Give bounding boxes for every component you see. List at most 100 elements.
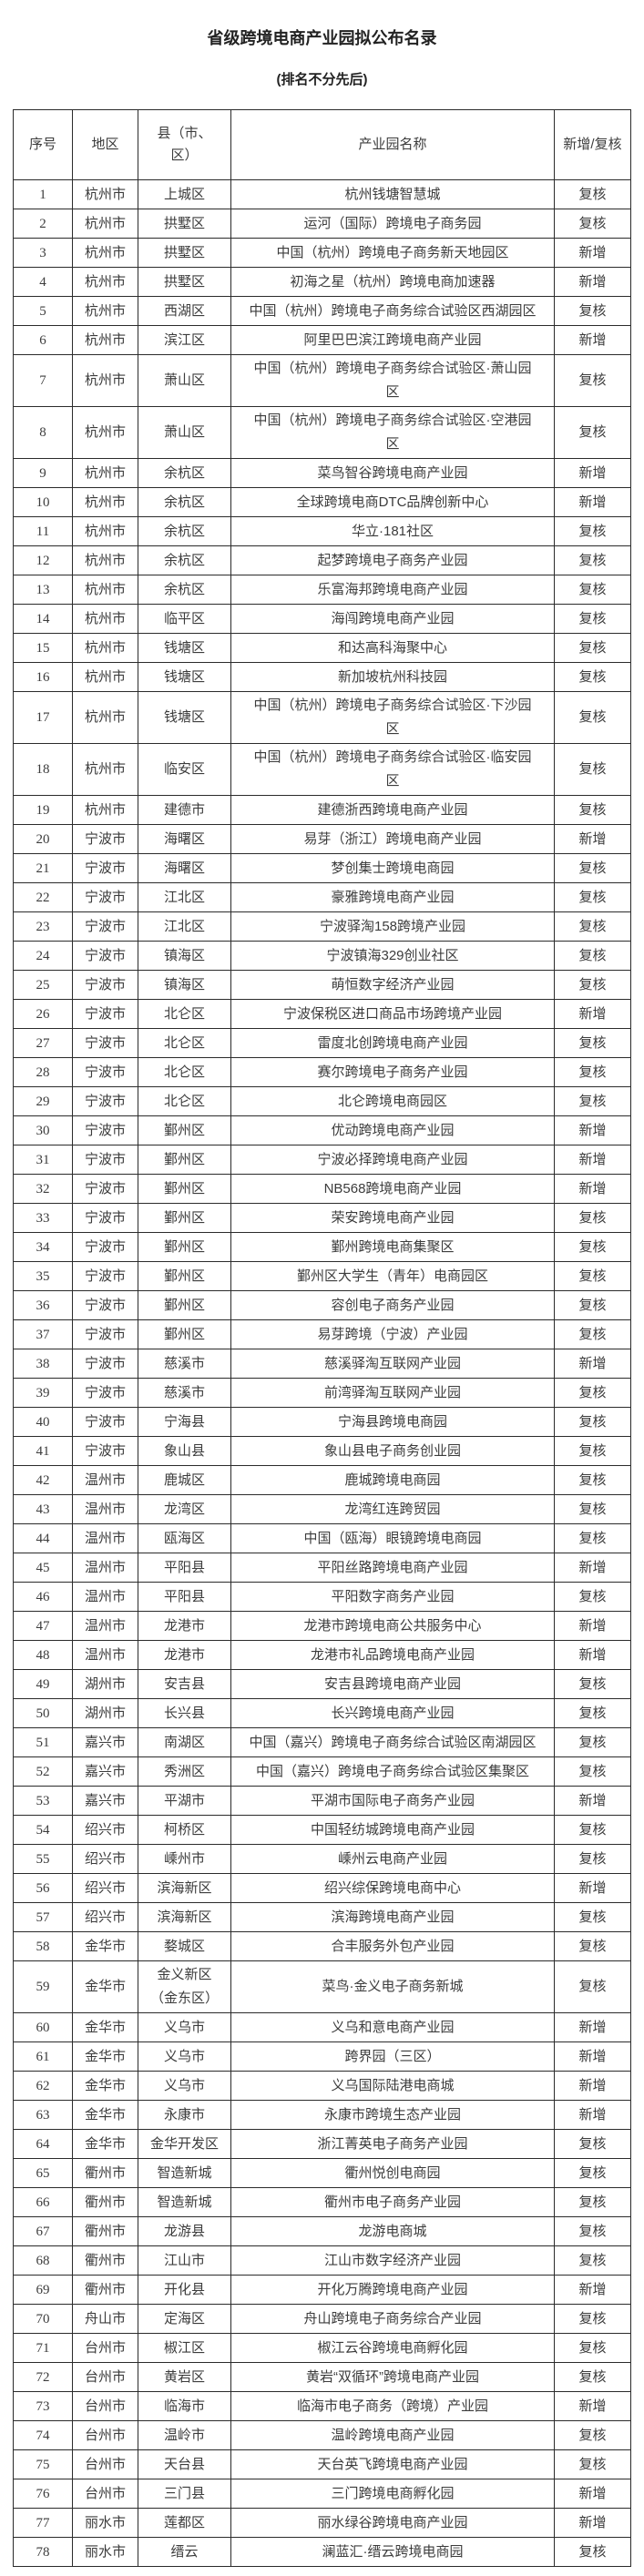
table-row: 17 杭州市 钱塘区 中国（杭州）跨境电子商务综合试验区·下沙园 区复核 (13, 691, 631, 744)
cell-no: 28 (13, 1057, 73, 1087)
cell-city: 杭州市 (72, 179, 138, 209)
table-row: 35 宁波市 鄞州区 鄞州区大学生（青年）电商园区 复核 (13, 1261, 631, 1291)
cell-status: 复核 (554, 545, 631, 575)
cell-county: 钱塘区 (138, 633, 231, 663)
cell-county: 临海市 (138, 2391, 231, 2421)
cell-status: 复核 (554, 1523, 631, 1553)
table-row: 41 宁波市 象山县 象山县电子商务创业园 复核 (13, 1436, 631, 1466)
cell-park: 绍兴综保跨境电商中心 (230, 1873, 555, 1903)
cell-county: 柯桥区 (138, 1815, 231, 1845)
cell-county: 龙游县 (138, 2216, 231, 2246)
cell-no: 1 (13, 179, 73, 209)
cell-status: 新增 (554, 2391, 631, 2421)
cell-status: 新增 (554, 1349, 631, 1379)
cell-park: 中国（嘉兴）跨境电子商务综合试验区集聚区 (230, 1756, 555, 1787)
cell-no: 33 (13, 1203, 73, 1233)
cell-city: 嘉兴市 (72, 1727, 138, 1757)
cell-no: 36 (13, 1290, 73, 1320)
cell-no: 32 (13, 1174, 73, 1204)
cell-city: 衢州市 (72, 2187, 138, 2217)
table-row: 4 杭州市 拱墅区 初海之星（杭州）跨境电商加速器 新增 (13, 267, 631, 297)
cell-city: 温州市 (72, 1553, 138, 1583)
cell-status: 新增 (554, 2041, 631, 2072)
cell-city: 金华市 (72, 2012, 138, 2042)
parks-table: 序号 地区 县（市、 区） 产业园名称 新增/复核 1 杭州市 上城区 杭州钱塘智慧城… (13, 109, 631, 2567)
cell-park: 豪雅跨境电商产业园 (230, 882, 555, 912)
cell-city: 绍兴市 (72, 1815, 138, 1845)
cell-status: 复核 (554, 795, 631, 825)
table-row: 19 杭州市 建德市 建德浙西跨境电商产业园 复核 (13, 795, 631, 825)
cell-city: 台州市 (72, 2333, 138, 2363)
cell-park: 阿里巴巴滨江跨境电商产业园 (230, 325, 555, 355)
cell-park: 中国（杭州）跨境电子商务综合试验区·临安园 区 (230, 743, 555, 796)
cell-county: 上城区 (138, 179, 231, 209)
table-row: 14 杭州市 临平区 海闯跨境电商产业园 复核 (13, 604, 631, 634)
cell-county: 三门县 (138, 2479, 231, 2509)
cell-park: 新加坡杭州科技园 (230, 662, 555, 692)
cell-park: 中国（杭州）跨境电子商务新天地园区 (230, 238, 555, 268)
table-row: 21 宁波市 海曙区 梦创集士跨境电商园 复核 (13, 853, 631, 883)
cell-city: 杭州市 (72, 604, 138, 634)
cell-status: 复核 (554, 575, 631, 605)
cell-park: 宁波驿淘158跨境产业园 (230, 911, 555, 942)
cell-county: 嵊州市 (138, 1844, 231, 1874)
cell-park: 梦创集士跨境电商园 (230, 853, 555, 883)
col-header-no: 序号 (13, 109, 73, 180)
cell-status: 新增 (554, 2275, 631, 2305)
table-row: 50 湖州市 长兴县 长兴跨境电商产业园 复核 (13, 1698, 631, 1728)
cell-park: 北仑跨境电商园区 (230, 1086, 555, 1116)
cell-city: 宁波市 (72, 1407, 138, 1437)
cell-city: 宁波市 (72, 824, 138, 854)
cell-status: 复核 (554, 1436, 631, 1466)
cell-no: 21 (13, 853, 73, 883)
cell-status: 复核 (554, 691, 631, 744)
cell-city: 金华市 (72, 2100, 138, 2130)
cell-county: 滨海新区 (138, 1873, 231, 1903)
cell-status: 复核 (554, 1698, 631, 1728)
cell-status: 新增 (554, 238, 631, 268)
cell-county: 鄞州区 (138, 1145, 231, 1175)
cell-no: 76 (13, 2479, 73, 2509)
cell-county: 金华开发区 (138, 2129, 231, 2159)
cell-county: 婺城区 (138, 1931, 231, 1961)
cell-county: 镇海区 (138, 970, 231, 1000)
cell-status: 复核 (554, 662, 631, 692)
cell-park: 跨界园（三区） (230, 2041, 555, 2072)
cell-city: 宁波市 (72, 853, 138, 883)
table-row: 63 金华市 永康市 永康市跨境生态产业园 新增 (13, 2100, 631, 2130)
cell-county: 鄞州区 (138, 1115, 231, 1145)
cell-park: 衢州悦创电商园 (230, 2158, 555, 2188)
cell-park: 中国（瓯海）眼镜跨境电商园 (230, 1523, 555, 1553)
cell-status: 复核 (554, 1669, 631, 1699)
cell-county: 龙湾区 (138, 1494, 231, 1524)
table-row: 30 宁波市 鄞州区 优动跨境电商产业园 新增 (13, 1115, 631, 1145)
cell-no: 38 (13, 1349, 73, 1379)
cell-park: 澜蓝汇·缙云跨境电商园 (230, 2537, 555, 2567)
cell-status: 复核 (554, 1261, 631, 1291)
table-row: 56 绍兴市 滨海新区 绍兴综保跨境电商中心 新增 (13, 1873, 631, 1903)
cell-no: 74 (13, 2420, 73, 2450)
cell-no: 59 (13, 1960, 73, 2013)
cell-park: 衢州市电子商务产业园 (230, 2187, 555, 2217)
cell-park: 浙江菁英电子商务产业园 (230, 2129, 555, 2159)
cell-county: 余杭区 (138, 516, 231, 546)
cell-no: 26 (13, 999, 73, 1029)
cell-county: 钱塘区 (138, 662, 231, 692)
cell-no: 14 (13, 604, 73, 634)
cell-no: 13 (13, 575, 73, 605)
cell-city: 金华市 (72, 2071, 138, 2101)
cell-no: 45 (13, 1553, 73, 1583)
cell-no: 5 (13, 296, 73, 326)
table-row: 48 温州市 龙港市 龙港市礼品跨境电商产业园 新增 (13, 1640, 631, 1670)
cell-park: 容创电子商务产业园 (230, 1290, 555, 1320)
cell-city: 杭州市 (72, 516, 138, 546)
table-row: 20 宁波市 海曙区 易芽（浙江）跨境电商产业园 新增 (13, 824, 631, 854)
cell-no: 4 (13, 267, 73, 297)
cell-city: 温州市 (72, 1640, 138, 1670)
cell-park: 赛尔跨境电子商务产业园 (230, 1057, 555, 1087)
cell-county: 缙云 (138, 2537, 231, 2567)
cell-status: 复核 (554, 1960, 631, 2013)
cell-park: 初海之星（杭州）跨境电商加速器 (230, 267, 555, 297)
col-header-county: 县（市、 区） (138, 109, 231, 180)
cell-park: 前湾驿淘互联网产业园 (230, 1378, 555, 1408)
